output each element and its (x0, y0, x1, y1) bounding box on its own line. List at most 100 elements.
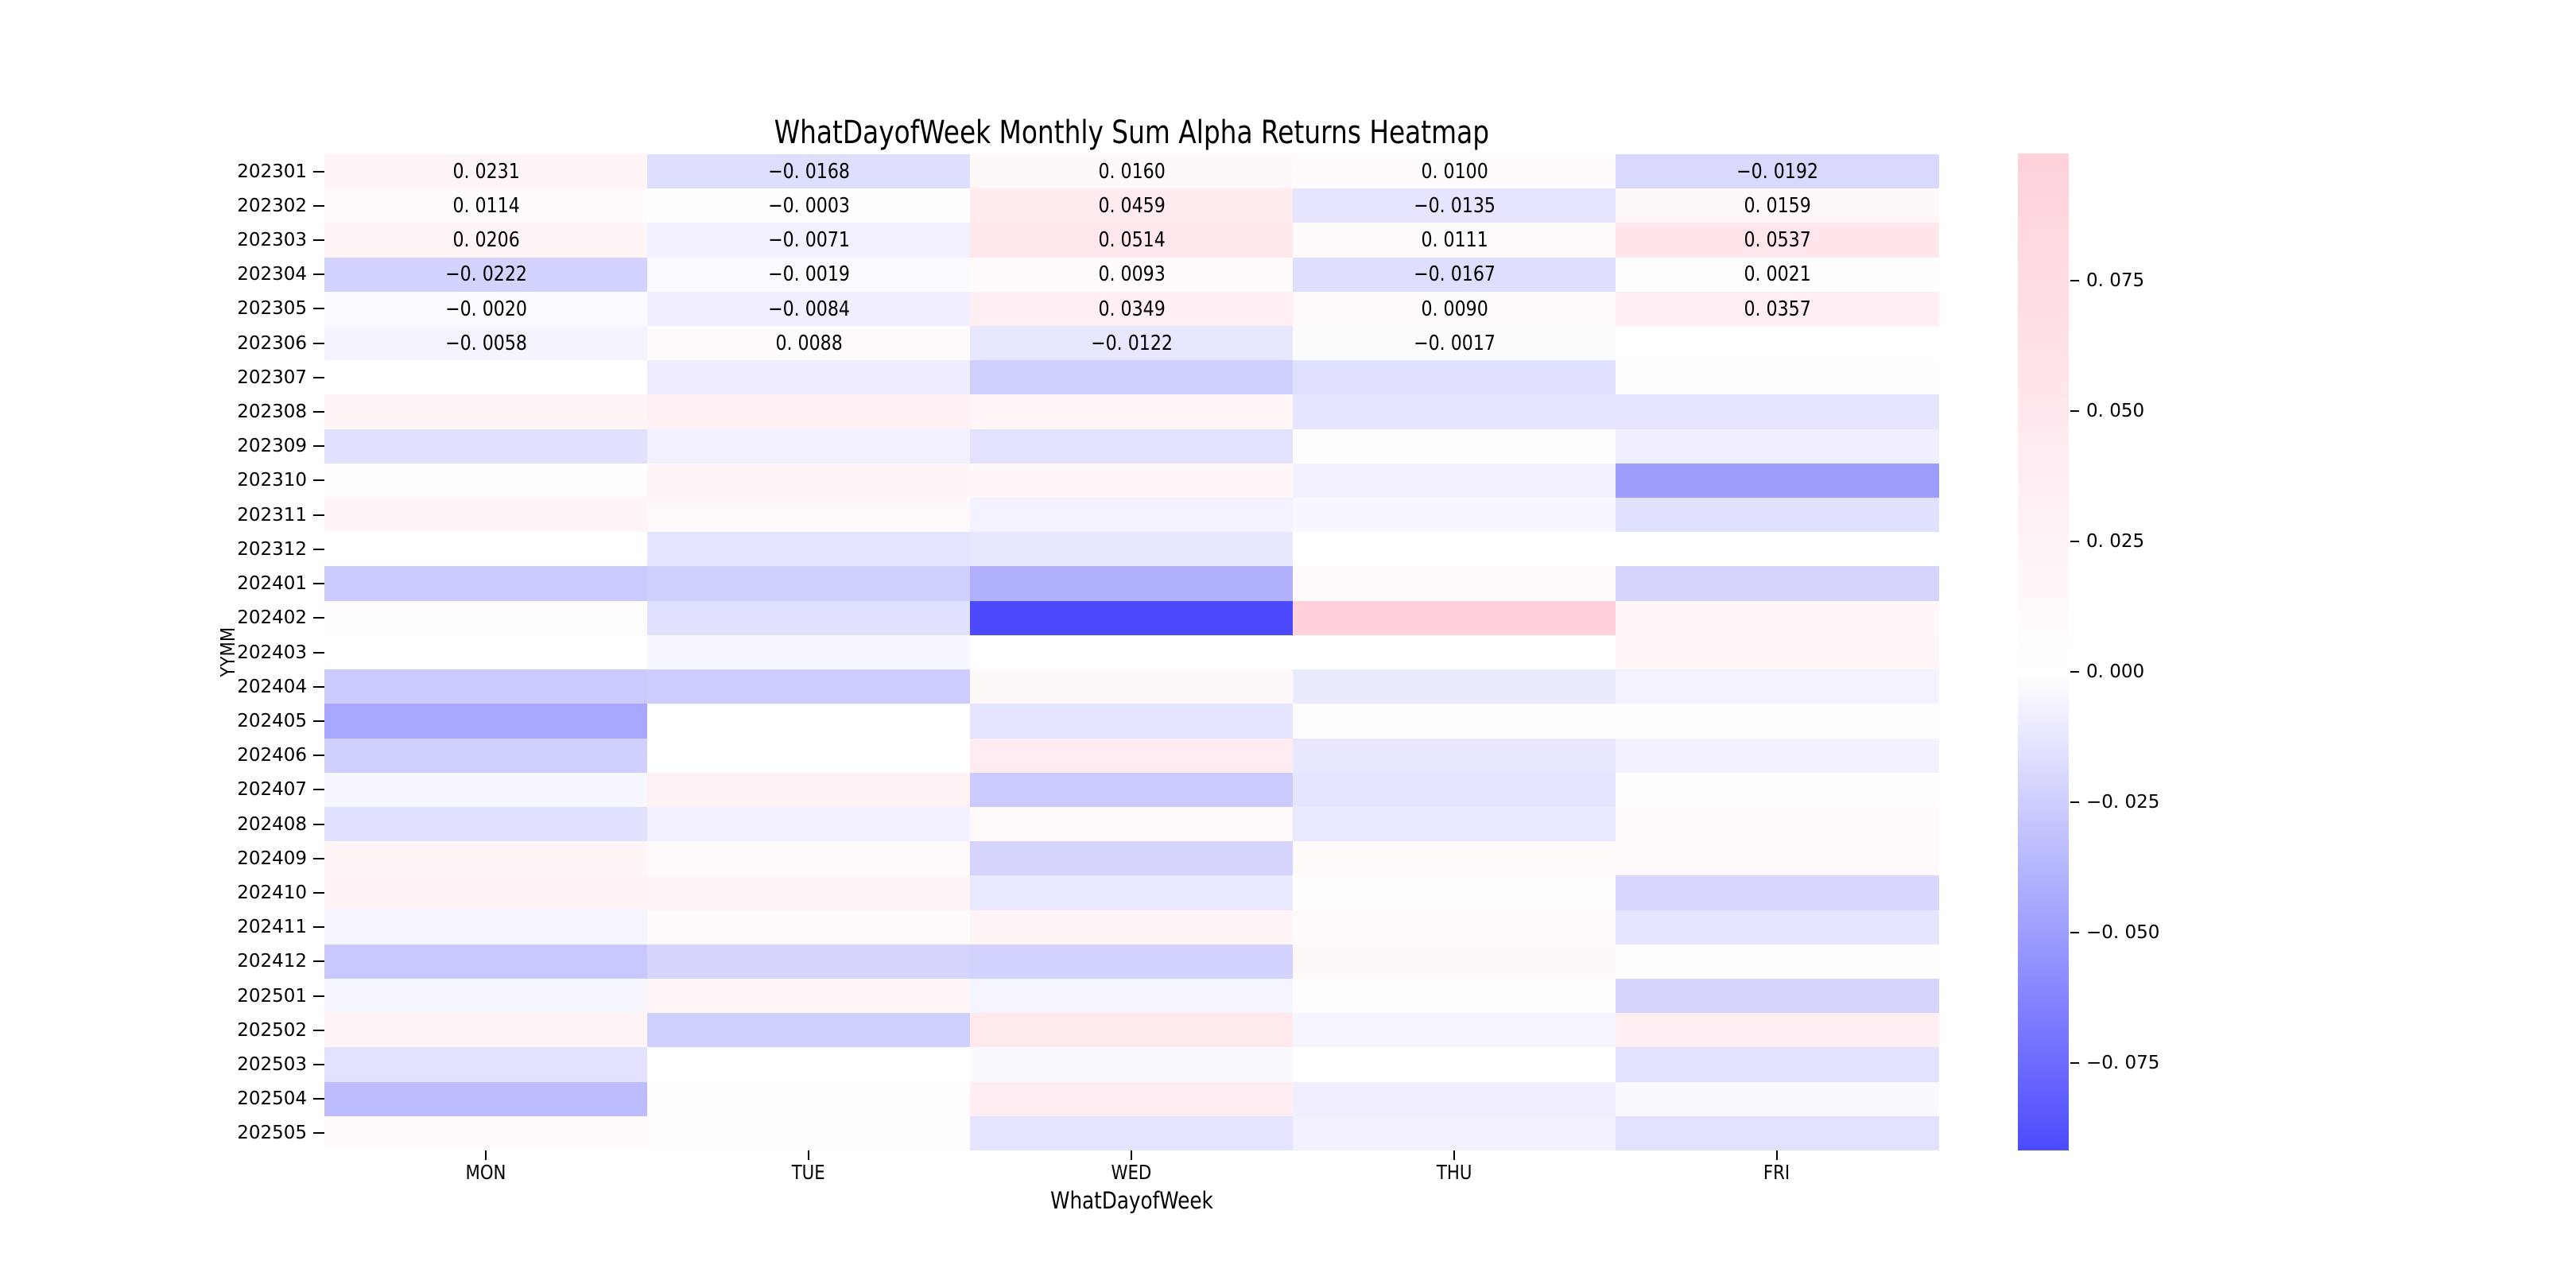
chart-title: WhatDayofWeek Monthly Sum Alpha Returns … (324, 116, 1938, 149)
y-axis-row-label: 202305 (237, 298, 307, 320)
y-axis-row-label: 202411 (237, 917, 307, 938)
heatmap-plot: 0. 0231 −0. 0168 0. 0160 0. 0100 −0. 0192 0. … (324, 154, 1939, 1151)
heatmap-cell (1293, 978, 1616, 1014)
y-axis-tick (313, 239, 324, 242)
y-axis-row-label: 202303 (237, 230, 307, 251)
heatmap-cell (970, 1081, 1294, 1117)
heatmap-cell (1616, 394, 1939, 430)
heatmap-cell (647, 772, 971, 808)
y-axis-tick (313, 204, 324, 207)
cell-annotation: −0. 0058 (444, 331, 527, 355)
colorbar-tick-label: 0. 050 (2086, 401, 2145, 422)
heatmap-cell: 0. 0537 (1616, 223, 1939, 258)
heatmap-cell (647, 1013, 971, 1048)
y-axis-row-label: 202410 (237, 882, 307, 903)
y-axis-tick (313, 685, 324, 688)
heatmap-cell (1293, 875, 1616, 911)
colorbar-tick-label: −0. 075 (2086, 1053, 2160, 1074)
heatmap-cell: 0. 0088 (647, 326, 971, 361)
heatmap-cell (1616, 1115, 1939, 1151)
x-axis-title-text: WhatDayofWeek (1049, 1187, 1213, 1214)
y-axis-row-label: 202310 (237, 470, 307, 491)
heatmap-cell (1616, 566, 1939, 602)
cell-annotation: 0. 0231 (452, 159, 520, 184)
cell-annotation: 0. 0349 (1098, 297, 1166, 321)
heatmap-cell (324, 704, 648, 739)
heatmap-cell (647, 944, 971, 980)
heatmap-cell: 0. 0111 (1293, 223, 1616, 258)
y-axis-tick (313, 891, 324, 894)
y-axis-row-label: 202505 (237, 1123, 307, 1144)
heatmap-cell (324, 841, 648, 876)
heatmap-cell (970, 600, 1294, 636)
heatmap-cell (1293, 498, 1616, 533)
cell-annotation: −0. 0003 (767, 194, 850, 219)
heatmap-cell (1293, 429, 1616, 464)
y-axis-row-label: 202502 (237, 1019, 307, 1041)
y-axis-row-label: 202304 (237, 264, 307, 285)
heatmap-cell (970, 1115, 1294, 1151)
colorbar-tick-label: −0. 050 (2086, 922, 2160, 944)
heatmap-cell (1293, 669, 1616, 704)
heatmap-cell (324, 806, 648, 842)
y-axis-row-label: 202308 (237, 402, 307, 423)
heatmap-cell (647, 978, 971, 1014)
heatmap-cell (1616, 910, 1939, 945)
cell-annotation: 0. 0100 (1421, 159, 1488, 184)
heatmap-cell (970, 566, 1294, 602)
y-axis-title-text: YYMM (216, 627, 239, 677)
x-tick-label: THU (1391, 1162, 1518, 1184)
heatmap-cell (647, 1115, 971, 1151)
heatmap-cell: 0. 0093 (970, 257, 1294, 293)
heatmap-cell (1293, 1047, 1616, 1083)
cell-annotation: −0. 0019 (767, 262, 850, 287)
heatmap-cell (1293, 532, 1616, 567)
heatmap-cell: −0. 0122 (970, 326, 1294, 361)
y-axis-row-label: 202403 (237, 642, 307, 663)
cell-annotation: 0. 0114 (452, 194, 520, 219)
y-axis-row-label: 202309 (237, 436, 307, 457)
y-axis-tick (313, 960, 324, 963)
heatmap-cell: −0. 0020 (324, 291, 648, 327)
heatmap-cell (324, 600, 648, 636)
heatmap-cell (1293, 1081, 1616, 1117)
heatmap-cell (324, 1115, 648, 1151)
heatmap-cell (647, 806, 971, 842)
colorbar-tick (2070, 801, 2079, 804)
heatmap-cell: −0. 0168 (647, 154, 971, 189)
cell-annotation: −0. 0135 (1413, 194, 1496, 219)
heatmap-cell (1293, 738, 1616, 774)
x-axis-tick (808, 1150, 809, 1160)
heatmap-cell (324, 875, 648, 911)
colorbar-tick-label: 0. 000 (2086, 661, 2145, 683)
x-tick-label-text: TUE (792, 1161, 825, 1184)
heatmap-cell (647, 360, 971, 395)
y-axis-row-label: 202407 (237, 779, 307, 801)
y-axis-tick (313, 548, 324, 550)
colorbar-tick (2070, 932, 2079, 934)
cell-annotation: 0. 0111 (1421, 228, 1488, 253)
heatmap-cell (324, 532, 648, 567)
y-axis-row-label: 202408 (237, 813, 307, 835)
cell-annotation: −0. 0084 (767, 297, 850, 321)
heatmap-cell: 0. 0514 (970, 223, 1294, 258)
y-axis-tick (313, 1132, 324, 1135)
heatmap-cell (647, 634, 971, 670)
heatmap-cell (1616, 498, 1939, 533)
heatmap-cell (647, 532, 971, 567)
heatmap-cell (1616, 978, 1939, 1014)
x-axis-title: WhatDayofWeek (324, 1188, 1938, 1213)
heatmap-cell (324, 978, 648, 1014)
heatmap-cell (324, 738, 648, 774)
heatmap-cell (324, 429, 648, 464)
y-axis-row-label: 202302 (237, 195, 307, 216)
heatmap-cell (1616, 669, 1939, 704)
heatmap-cell (647, 429, 971, 464)
heatmap-cell (647, 841, 971, 876)
colorbar-tick (2070, 1062, 2079, 1065)
heatmap-cell: 0. 0090 (1293, 291, 1616, 327)
y-axis-row-label: 202503 (237, 1053, 307, 1075)
heatmap-cell (647, 566, 971, 602)
heatmap-cell (1616, 944, 1939, 980)
